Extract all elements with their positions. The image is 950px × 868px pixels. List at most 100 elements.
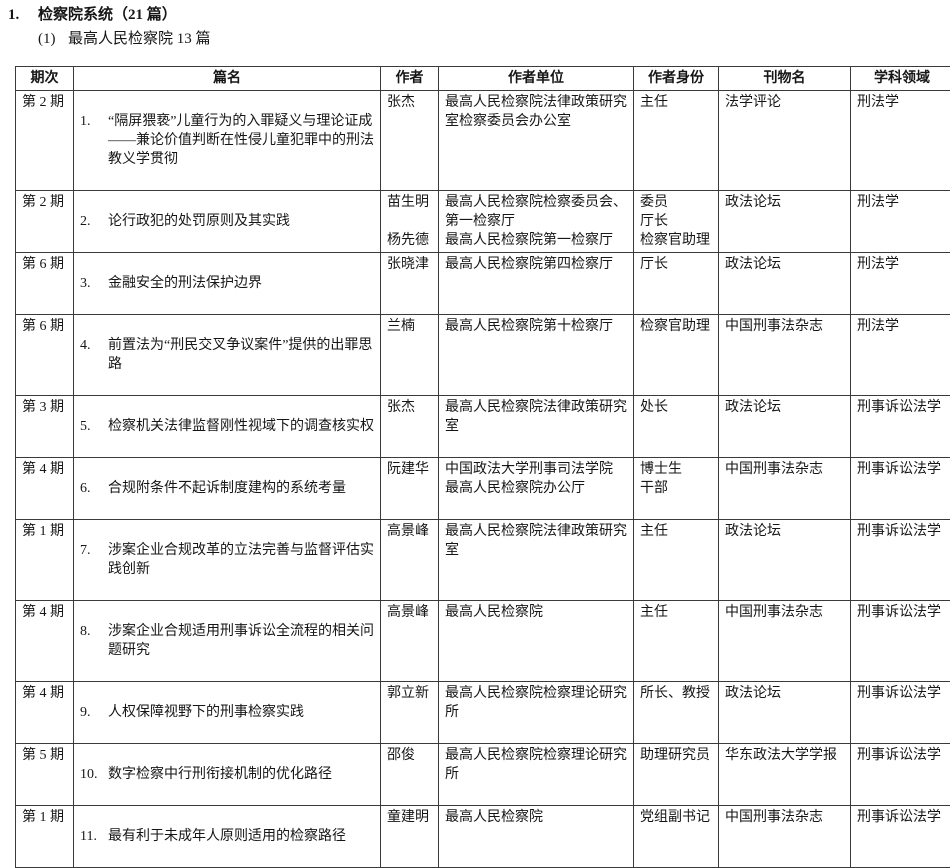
table-header-row: 期次 篇名 作者 作者单位 作者身份 刊物名 学科领域 xyxy=(16,67,950,91)
table-row: 第 1 期 7. 涉案企业合规改革的立法完善与监督评估实践创新 高景峰 最高人民… xyxy=(16,520,950,601)
article-number: 6. xyxy=(80,479,108,498)
cell-journal: 中国刑事法杂志 xyxy=(719,601,851,682)
cell-author: 兰楠 xyxy=(381,315,439,396)
col-header-affiliation: 作者单位 xyxy=(439,67,634,91)
cell-author: 高景峰 xyxy=(381,520,439,601)
cell-field: 刑事诉讼法学 xyxy=(851,520,950,601)
col-header-role: 作者身份 xyxy=(634,67,719,91)
cell-title: 2. 论行政犯的处罚原则及其实践 xyxy=(74,191,381,253)
cell-field: 刑法学 xyxy=(851,191,950,253)
article-number: 8. xyxy=(80,622,108,660)
article-title: 最有利于未成年人原则适用的检察路径 xyxy=(108,827,376,846)
article-number: 9. xyxy=(80,703,108,722)
cell-issue: 第 6 期 xyxy=(16,315,74,396)
article-number: 4. xyxy=(80,336,108,374)
table-row: 第 4 期 8. 涉案企业合规适用刑事诉讼全流程的相关问题研究 高景峰 最高人民… xyxy=(16,601,950,682)
cell-affiliation: 最高人民检察院 xyxy=(439,601,634,682)
article-title: 金融安全的刑法保护边界 xyxy=(108,274,376,293)
cell-issue: 第 4 期 xyxy=(16,601,74,682)
article-title-group: 5. 检察机关法律监督刚性视域下的调查核实权 xyxy=(80,417,376,436)
cell-affiliation: 最高人民检察院检察理论研究所 xyxy=(439,744,634,806)
cell-author: 高景峰 xyxy=(381,601,439,682)
cell-journal: 华东政法大学学报 xyxy=(719,744,851,806)
cell-journal: 政法论坛 xyxy=(719,191,851,253)
cell-title: 9. 人权保障视野下的刑事检察实践 xyxy=(74,682,381,744)
col-header-field: 学科领域 xyxy=(851,67,950,91)
cell-affiliation: 最高人民检察院第十检察厅 xyxy=(439,315,634,396)
cell-role: 处长 xyxy=(634,396,719,458)
section-title: 检察院系统（21 篇） xyxy=(38,6,177,24)
article-title-group: 3. 金融安全的刑法保护边界 xyxy=(80,274,376,293)
table-row: 第 4 期 6. 合规附条件不起诉制度建构的系统考量 阮建华 中国政法大学刑事司… xyxy=(16,458,950,520)
cell-affiliation: 中国政法大学刑事司法学院 最高人民检察院办公厅 xyxy=(439,458,634,520)
cell-issue: 第 2 期 xyxy=(16,91,74,191)
cell-issue: 第 1 期 xyxy=(16,806,74,868)
cell-field: 刑法学 xyxy=(851,315,950,396)
table-row: 第 5 期 10. 数字检察中行刑衔接机制的优化路径 邵俊 最高人民检察院检察理… xyxy=(16,744,950,806)
cell-issue: 第 5 期 xyxy=(16,744,74,806)
cell-journal: 法学评论 xyxy=(719,91,851,191)
article-title: 合规附条件不起诉制度建构的系统考量 xyxy=(108,479,376,498)
col-header-title: 篇名 xyxy=(74,67,381,91)
table-body: 第 2 期 1. “隔屏猥亵”儿童行为的入罪疑义与理论证成——兼论价值判断在性侵… xyxy=(16,91,950,868)
cell-field: 刑事诉讼法学 xyxy=(851,682,950,744)
cell-title: 1. “隔屏猥亵”儿童行为的入罪疑义与理论证成——兼论价值判断在性侵儿童犯罪中的… xyxy=(74,91,381,191)
article-number: 5. xyxy=(80,417,108,436)
article-number: 7. xyxy=(80,541,108,579)
cell-affiliation: 最高人民检察院法律政策研究室检察委员会办公室 xyxy=(439,91,634,191)
cell-field: 刑事诉讼法学 xyxy=(851,744,950,806)
cell-title: 8. 涉案企业合规适用刑事诉讼全流程的相关问题研究 xyxy=(74,601,381,682)
cell-title: 11. 最有利于未成年人原则适用的检察路径 xyxy=(74,806,381,868)
cell-title: 7. 涉案企业合规改革的立法完善与监督评估实践创新 xyxy=(74,520,381,601)
cell-role: 委员 厅长 检察官助理 xyxy=(634,191,719,253)
cell-role: 所长、教授 xyxy=(634,682,719,744)
col-header-issue: 期次 xyxy=(16,67,74,91)
cell-field: 刑法学 xyxy=(851,253,950,315)
cell-author: 郭立新 xyxy=(381,682,439,744)
article-number: 3. xyxy=(80,274,108,293)
cell-author: 苗生明 杨先德 xyxy=(381,191,439,253)
cell-role: 厅长 xyxy=(634,253,719,315)
article-title-group: 4. 前置法为“刑民交叉争议案件”提供的出罪思路 xyxy=(80,336,376,374)
section-number: 1. xyxy=(8,6,38,24)
table-row: 第 2 期 1. “隔屏猥亵”儿童行为的入罪疑义与理论证成——兼论价值判断在性侵… xyxy=(16,91,950,191)
subsection-heading: (1) 最高人民检察院 13 篇 xyxy=(38,30,950,48)
article-title-group: 1. “隔屏猥亵”儿童行为的入罪疑义与理论证成——兼论价值判断在性侵儿童犯罪中的… xyxy=(80,112,376,169)
cell-field: 刑事诉讼法学 xyxy=(851,601,950,682)
article-title: 检察机关法律监督刚性视域下的调查核实权 xyxy=(108,417,376,436)
article-title-group: 11. 最有利于未成年人原则适用的检察路径 xyxy=(80,827,376,846)
cell-issue: 第 4 期 xyxy=(16,682,74,744)
cell-role: 助理研究员 xyxy=(634,744,719,806)
article-title-group: 10. 数字检察中行刑衔接机制的优化路径 xyxy=(80,765,376,784)
articles-table: 期次 篇名 作者 作者单位 作者身份 刊物名 学科领域 第 2 期 1. “隔屏… xyxy=(15,66,950,868)
table-row: 第 2 期 2. 论行政犯的处罚原则及其实践 苗生明 杨先德 最高人民检察院检察… xyxy=(16,191,950,253)
article-title-group: 6. 合规附条件不起诉制度建构的系统考量 xyxy=(80,479,376,498)
subsection-number: (1) xyxy=(38,30,68,48)
cell-affiliation: 最高人民检察院检察委员会、第一检察厅 最高人民检察院第一检察厅 xyxy=(439,191,634,253)
cell-field: 刑事诉讼法学 xyxy=(851,806,950,868)
cell-affiliation: 最高人民检察院 xyxy=(439,806,634,868)
cell-role: 检察官助理 xyxy=(634,315,719,396)
article-title: 数字检察中行刑衔接机制的优化路径 xyxy=(108,765,376,784)
cell-role: 主任 xyxy=(634,520,719,601)
article-title: 涉案企业合规改革的立法完善与监督评估实践创新 xyxy=(108,541,376,579)
cell-issue: 第 4 期 xyxy=(16,458,74,520)
cell-author: 童建明 xyxy=(381,806,439,868)
cell-title: 5. 检察机关法律监督刚性视域下的调查核实权 xyxy=(74,396,381,458)
article-title: “隔屏猥亵”儿童行为的入罪疑义与理论证成——兼论价值判断在性侵儿童犯罪中的刑法教… xyxy=(108,112,376,169)
cell-journal: 政法论坛 xyxy=(719,520,851,601)
cell-field: 刑事诉讼法学 xyxy=(851,396,950,458)
cell-issue: 第 1 期 xyxy=(16,520,74,601)
cell-journal: 政法论坛 xyxy=(719,682,851,744)
cell-field: 刑法学 xyxy=(851,91,950,191)
col-header-journal: 刊物名 xyxy=(719,67,851,91)
cell-journal: 中国刑事法杂志 xyxy=(719,458,851,520)
cell-issue: 第 3 期 xyxy=(16,396,74,458)
cell-field: 刑事诉讼法学 xyxy=(851,458,950,520)
article-title: 人权保障视野下的刑事检察实践 xyxy=(108,703,376,722)
cell-author: 张晓津 xyxy=(381,253,439,315)
cell-journal: 中国刑事法杂志 xyxy=(719,806,851,868)
cell-journal: 中国刑事法杂志 xyxy=(719,315,851,396)
cell-issue: 第 2 期 xyxy=(16,191,74,253)
